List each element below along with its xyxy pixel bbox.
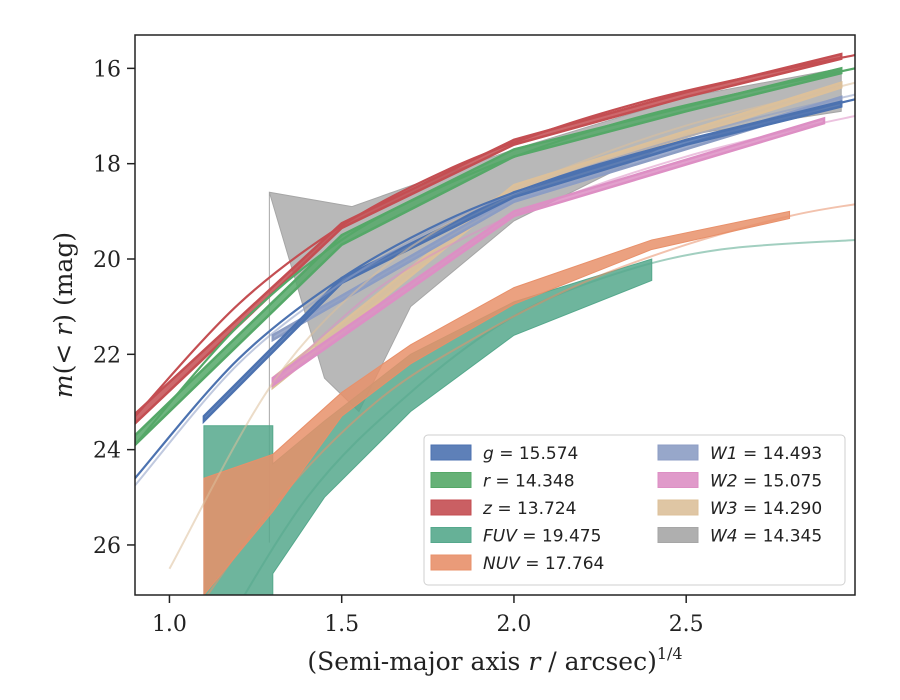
legend-swatch-w4: [657, 527, 699, 543]
y-tick-label: 18: [93, 153, 121, 178]
y-tick-label: 16: [93, 57, 121, 82]
x-axis-label: (Semi-major axis r / arcsec)1/4: [307, 644, 682, 676]
plot-frame: [134, 34, 856, 596]
y-tick-label: 26: [93, 534, 121, 559]
fit-lines: [135, 53, 855, 595]
y-axis-ticks: 16 18 20 22 24 26: [93, 57, 135, 559]
y-tick-label: 22: [93, 343, 121, 368]
x-axis-ticks: 1.0 1.5 2.0 2.5: [152, 595, 704, 637]
x-axis-label-var: r: [528, 647, 542, 676]
legend-swatch-fuv: [430, 527, 472, 543]
legend-swatch-g: [430, 444, 472, 461]
x-tick-label: 2.5: [669, 612, 704, 637]
legend: g = 15.574 r = 14.348 z = 13.724 FUV = 19.4…: [423, 434, 846, 586]
x-tick-label: 2.0: [496, 612, 531, 637]
legend-label-w1: W1 = 14.493: [710, 444, 822, 464]
fit-line-w1: [135, 93, 855, 487]
y-axis-label-post: ) (mag): [49, 232, 78, 324]
legend-label-nuv: NUV = 17.764: [483, 554, 604, 574]
legend-label-r: r = 14.348: [483, 472, 575, 492]
legend-swatch-nuv: [430, 554, 472, 571]
band-r: [135, 66, 843, 447]
band-w3: [271, 80, 843, 391]
y-axis-label-func: m: [49, 374, 78, 398]
legend-label-fuv: FUV = 19.475: [483, 527, 601, 547]
y-axis-label-var: r: [49, 322, 78, 336]
x-axis-label-pre: (Semi-major axis: [307, 647, 528, 676]
fit-line-r: [135, 67, 855, 446]
legend-swatch-r: [430, 472, 472, 488]
legend-swatch-z: [430, 499, 472, 516]
fit-line-z: [135, 53, 855, 418]
x-tick-label: 1.5: [324, 612, 359, 637]
legend-swatch-w1: [657, 444, 699, 461]
fit-line-g: [135, 98, 855, 479]
x-axis-label-post: / arcsec): [540, 647, 657, 676]
x-tick-label: 1.0: [152, 612, 187, 637]
y-axis-label: m(< r) (mag): [49, 232, 78, 398]
fit-line-nuv: [206, 203, 855, 595]
legend-swatch-w3: [657, 499, 699, 516]
legend-swatch-w2: [657, 472, 699, 488]
legend-label-w4: W4 = 14.345: [710, 527, 822, 547]
y-tick-label: 24: [93, 439, 121, 464]
legend-label-z: z = 13.724: [482, 499, 576, 519]
legend-label-w3: W3 = 14.290: [710, 499, 822, 519]
legend-box: [423, 434, 846, 586]
y-tick-label: 20: [93, 248, 121, 273]
band-g: [202, 100, 843, 425]
y-axis-label-inner: (<: [49, 336, 78, 375]
legend-label-g: g = 15.574: [483, 444, 578, 464]
fit-line-w2: [272, 115, 855, 384]
x-axis-label-exponent: 1/4: [657, 644, 683, 663]
legend-label-w2: W2 = 15.075: [710, 472, 822, 492]
